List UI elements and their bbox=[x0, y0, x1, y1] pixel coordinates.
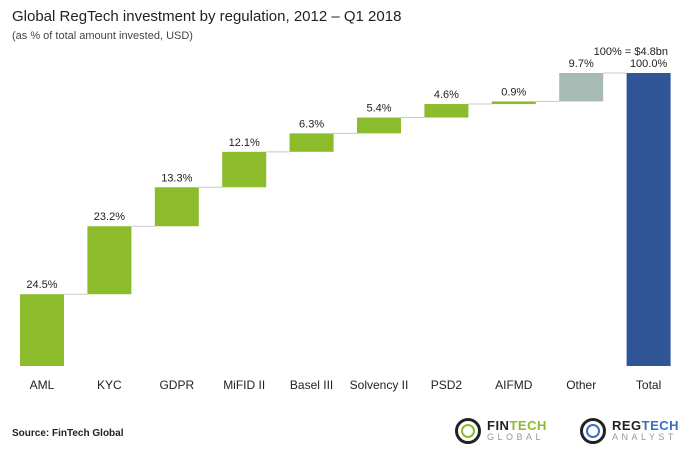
category-label: MiFID II bbox=[223, 378, 265, 392]
category-label: AML bbox=[30, 378, 55, 392]
bar-total bbox=[626, 73, 671, 366]
category-label: Solvency II bbox=[350, 378, 409, 392]
category-label: Other bbox=[566, 378, 596, 392]
category-label: GDPR bbox=[159, 378, 194, 392]
data-label: 4.6% bbox=[434, 89, 459, 101]
regtech-analyst-logo: REGTECH ANALYST bbox=[580, 418, 679, 444]
fintech-ring-icon bbox=[455, 418, 481, 444]
bar-solvency-ii bbox=[357, 117, 401, 134]
data-label: 6.3% bbox=[299, 118, 324, 130]
source-note: Source: FinTech Global bbox=[12, 428, 124, 439]
fintech-global-logo: FINTECH GLOBAL bbox=[455, 418, 547, 444]
bar-basel-iii bbox=[289, 133, 334, 152]
category-label: KYC bbox=[97, 378, 122, 392]
category-label: Basel III bbox=[290, 378, 333, 392]
data-label: 13.3% bbox=[161, 172, 192, 184]
logo-text: TECH bbox=[509, 418, 547, 433]
category-label: PSD2 bbox=[431, 378, 463, 392]
data-label: 5.4% bbox=[366, 103, 391, 115]
total-annotation: 100% = $4.8bn bbox=[593, 46, 668, 58]
bar-mifid-ii bbox=[222, 151, 267, 188]
bar-psd2 bbox=[424, 104, 469, 118]
bar-gdpr bbox=[154, 187, 199, 227]
bar-aifmd bbox=[491, 101, 536, 105]
logo-text: TECH bbox=[641, 418, 680, 433]
category-label: AIFMD bbox=[495, 378, 533, 392]
chart-subtitle: (as % of total amount invested, USD) bbox=[12, 30, 193, 42]
bar-kyc bbox=[87, 226, 132, 295]
data-label: 12.1% bbox=[229, 137, 260, 149]
logo-text: ANALYST bbox=[612, 432, 677, 442]
data-label: 23.2% bbox=[94, 211, 125, 223]
bar-aml bbox=[20, 294, 64, 366]
logo-text: FIN bbox=[487, 418, 510, 433]
bar-other bbox=[559, 73, 604, 102]
data-label: 0.9% bbox=[501, 86, 526, 98]
logo-text: REG bbox=[612, 418, 642, 433]
data-label: 100.0% bbox=[630, 58, 668, 70]
regtech-ring-icon bbox=[580, 418, 606, 444]
category-label: Total bbox=[636, 378, 661, 392]
logo-text: GLOBAL bbox=[487, 432, 545, 442]
data-label: 24.5% bbox=[26, 279, 57, 291]
data-label: 9.7% bbox=[569, 58, 594, 70]
chart-title: Global RegTech investment by regulation,… bbox=[12, 8, 402, 25]
